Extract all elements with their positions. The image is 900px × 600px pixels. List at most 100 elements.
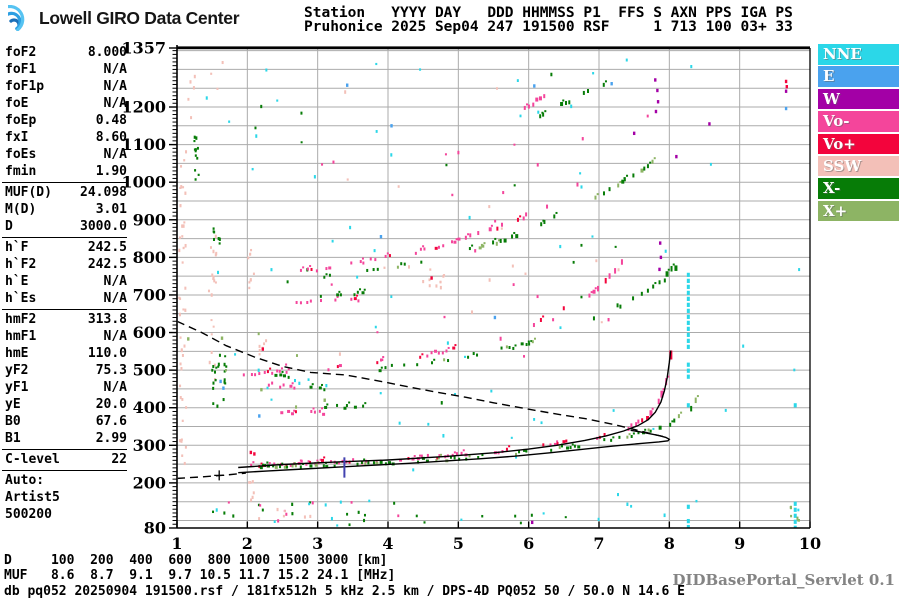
curve-layer: [177, 320, 672, 481]
legend-item-w: W: [818, 88, 899, 110]
svg-text:1100: 1100: [121, 135, 166, 154]
autoscaling-info-line-3: 500200: [5, 507, 52, 522]
param-value: 242.5: [87, 240, 127, 255]
svg-text:7: 7: [593, 534, 604, 553]
svg-text:2: 2: [242, 534, 253, 553]
param-label: yE: [5, 397, 21, 412]
panel-divider: [2, 448, 127, 450]
param-row-fxi: fxI 8.60: [0, 129, 131, 146]
param-label: foF2: [5, 45, 37, 60]
param-value: 110.0: [87, 346, 127, 361]
param-row-ye: yE 20.0: [0, 396, 131, 413]
panel-divider: [2, 236, 127, 238]
param-label: D: [5, 219, 13, 234]
param-value: 20.0: [95, 397, 127, 412]
param-row-b1: B1 2.99: [0, 430, 131, 447]
svg-text:300: 300: [133, 436, 166, 455]
param-label: yF2: [5, 363, 29, 378]
param-row-hme: hmE 110.0: [0, 345, 131, 362]
svg-text:900: 900: [133, 210, 166, 229]
param-label: foF1: [5, 62, 37, 77]
axis-layer: 1357120011001000900800700600500400300200…: [121, 39, 821, 554]
legend-item-nne: NNE: [818, 44, 899, 65]
giro-logo-icon: [8, 5, 25, 31]
logo-text: Lowell GIRO Data Center: [39, 7, 240, 28]
param-value: 24.098: [80, 185, 127, 200]
measurement-info: db pq052 20250904 191500.rsf / 181fx512h…: [4, 584, 685, 599]
param-value: N/A: [103, 147, 127, 162]
param-label: hmF1: [5, 329, 37, 344]
station-header: Station YYYY DAY DDD HHMMSS P1 FFS S AXN…: [304, 6, 793, 35]
legend-item-x: X+: [818, 200, 899, 222]
param-value: N/A: [103, 274, 127, 289]
param-value: N/A: [103, 380, 127, 395]
param-label: hmF2: [5, 312, 37, 327]
panel-divider: [2, 308, 127, 310]
param-value: 1.90: [95, 164, 127, 179]
param-row-clevel: C-level 22: [0, 451, 131, 468]
param-value: N/A: [103, 291, 127, 306]
param-row-fof1: foF1 N/A: [0, 61, 131, 78]
svg-text:400: 400: [133, 398, 166, 417]
param-row-fof2: foF2 8.000: [0, 44, 131, 61]
param-value: 22: [111, 452, 127, 467]
muf-table: D 100 200 400 600 800 1000 1500 3000 [km…: [4, 553, 395, 583]
param-label: hmE: [5, 346, 29, 361]
svg-text:200: 200: [133, 473, 166, 492]
doppler-legend: NNE E W Vo- Vo+ SSW X- X+: [818, 44, 899, 223]
param-value: 8.000: [87, 45, 127, 60]
param-label: C-level: [5, 452, 60, 467]
param-value: N/A: [103, 329, 127, 344]
svg-text:4: 4: [382, 534, 393, 553]
param-value: 75.3: [95, 363, 127, 378]
giro-logo: Lowell GIRO Data Center: [8, 5, 240, 31]
param-label: MUF(D): [5, 185, 52, 200]
param-row-mufd: MUF(D) 24.098: [0, 184, 131, 201]
param-label: h`F2: [5, 257, 37, 272]
svg-text:5: 5: [453, 534, 464, 553]
svg-text:1000: 1000: [121, 173, 166, 192]
svg-text:700: 700: [133, 285, 166, 304]
param-row-hmf2: hmF2 313.8: [0, 311, 131, 328]
muf-table-muf-row: MUF 8.6 8.7 9.1 9.7 10.5 11.7 15.2 24.1 …: [4, 568, 396, 583]
svg-text:500: 500: [133, 361, 166, 380]
param-row-foes: foEs N/A: [0, 146, 131, 163]
data-layer: [178, 58, 801, 528]
svg-text:3: 3: [312, 534, 323, 553]
param-row-foep: foEp 0.48: [0, 112, 131, 129]
svg-text:9: 9: [734, 534, 745, 553]
autoscaling-info-line-1: Auto:: [5, 473, 45, 488]
param-label: h`F: [5, 240, 29, 255]
panel-divider: [2, 469, 127, 471]
param-label: foEs: [5, 147, 37, 162]
svg-text:80: 80: [144, 519, 166, 538]
legend-item-ssw: SSW: [818, 155, 899, 177]
param-label: h`E: [5, 274, 29, 289]
param-label: B0: [5, 414, 21, 429]
param-value: 3.01: [95, 202, 127, 217]
svg-text:1357: 1357: [121, 39, 166, 58]
svg-text:1: 1: [171, 534, 182, 553]
param-row-b0: B0 67.6: [0, 413, 131, 430]
param-row-hf2: h`F2 242.5: [0, 256, 131, 273]
param-row-fmin: fmin 1.90: [0, 163, 131, 180]
param-label: fxI: [5, 130, 29, 145]
param-label: h`Es: [5, 291, 37, 306]
param-label: foF1p: [5, 79, 45, 94]
muf-table-d-row: D 100 200 400 600 800 1000 1500 3000 [km…: [4, 553, 388, 568]
svg-text:800: 800: [133, 248, 166, 267]
param-row-hes: h`Es N/A: [0, 290, 131, 307]
param-value: N/A: [103, 79, 127, 94]
param-value: N/A: [103, 96, 127, 111]
param-value: 8.60: [95, 130, 127, 145]
param-row-d: D 3000.0: [0, 218, 131, 235]
param-value: 3000.0: [80, 219, 127, 234]
param-label: yF1: [5, 380, 29, 395]
param-label: B1: [5, 431, 21, 446]
legend-item-x: X-: [818, 178, 899, 199]
svg-text:1200: 1200: [121, 98, 166, 117]
autoscaling-info-line-2: Artist5: [5, 490, 60, 505]
param-row-foe: foE N/A: [0, 95, 131, 112]
